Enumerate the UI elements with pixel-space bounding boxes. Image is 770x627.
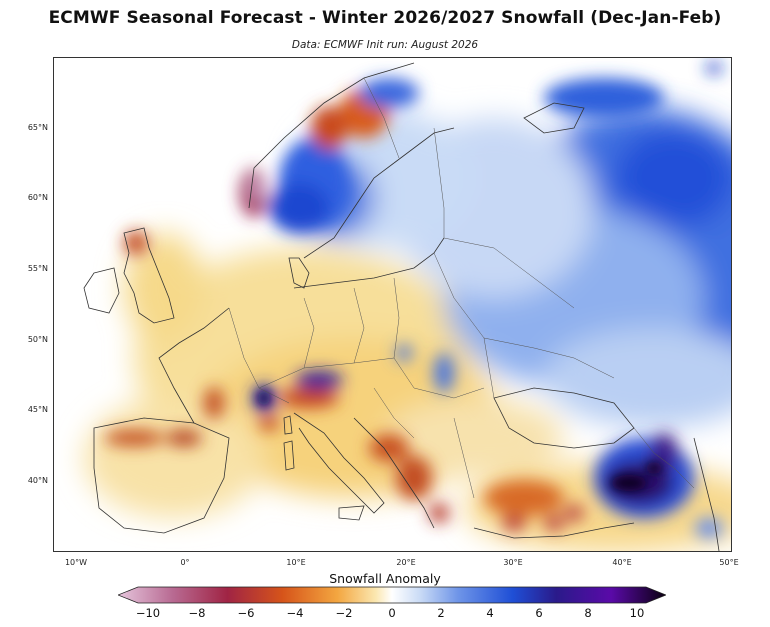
colorbar-tick: 2 <box>437 606 445 620</box>
lat-label-65n: 65°N <box>27 123 48 132</box>
lat-label-40n: 40°N <box>27 476 48 485</box>
lon-label-30e: 30°E <box>503 558 523 567</box>
colorbar-tick: 4 <box>486 606 494 620</box>
map-svg <box>54 58 731 551</box>
colorbar-tick: −10 <box>135 606 161 620</box>
colorbar-tick: −6 <box>237 606 255 620</box>
colorbar-tick: −4 <box>286 606 304 620</box>
lon-label-50e: 50°E <box>719 558 739 567</box>
lon-label-40e: 40°E <box>612 558 632 567</box>
lon-label-0: 0° <box>180 558 190 567</box>
colorbar-tick: −2 <box>335 606 353 620</box>
colorbar-svg <box>118 586 666 604</box>
lat-label-60n: 60°N <box>27 193 48 202</box>
map-subtitle: Data: ECMWF Init run: August 2026 <box>291 39 479 51</box>
colorbar <box>118 586 666 604</box>
lon-label-10e: 10°E <box>286 558 306 567</box>
coastlines <box>83 62 720 551</box>
lon-label-20e: 20°E <box>396 558 416 567</box>
colorbar-title: Snowfall Anomaly <box>329 571 441 586</box>
lat-label-50n: 50°N <box>27 335 48 344</box>
anomaly-field-detail <box>104 62 723 538</box>
colorbar-tick: 0 <box>388 606 396 620</box>
forecast-map <box>53 57 732 552</box>
colorbar-tick: 6 <box>535 606 543 620</box>
lat-label-45n: 45°N <box>27 405 48 414</box>
country-borders <box>228 77 695 499</box>
colorbar-tick: −8 <box>188 606 206 620</box>
colorbar-tick: 8 <box>584 606 592 620</box>
map-title: ECMWF Seasonal Forecast - Winter 2026/20… <box>48 8 722 28</box>
colorbar-tick: 10 <box>629 606 645 620</box>
lat-label-55n: 55°N <box>27 264 48 273</box>
anomaly-field-sharp <box>258 390 662 491</box>
lon-label-10w: 10°W <box>64 558 88 567</box>
